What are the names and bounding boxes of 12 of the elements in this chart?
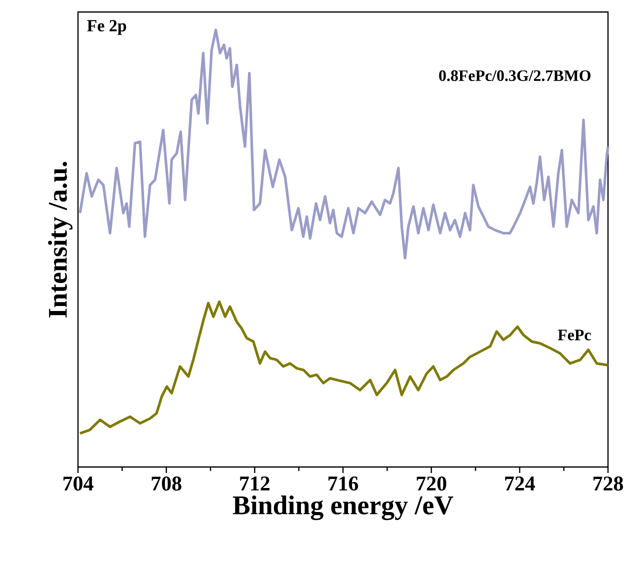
x-tick-label: 720 [416,476,446,491]
x-tick-label: 724 [505,476,535,490]
annotation: Fe 2p [87,20,126,35]
y-axis-title: Intensity /a.u. [48,162,72,318]
x-tick-label: 708 [152,476,182,491]
x-tick-label: 728 [594,476,623,491]
series-label: FePc [558,330,591,340]
x-axis-title: Binding energy /eV [232,495,454,520]
x-tick-label: 716 [328,476,358,491]
x-tick-label: 712 [240,476,270,490]
text: 0.8FePc/0.3G/2.7BMO [439,70,590,82]
x-tick-label: 704 [63,476,94,491]
